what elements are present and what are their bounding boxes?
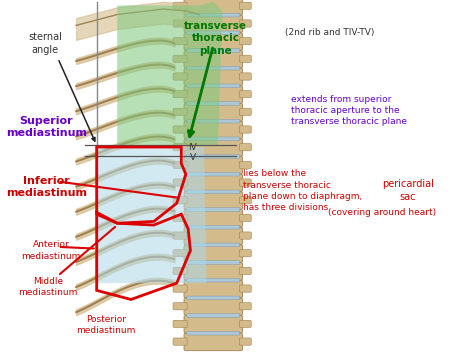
FancyBboxPatch shape [187,137,240,140]
FancyBboxPatch shape [187,190,240,194]
FancyBboxPatch shape [184,156,243,174]
FancyBboxPatch shape [239,2,251,9]
FancyBboxPatch shape [184,139,243,156]
FancyBboxPatch shape [239,55,251,62]
FancyBboxPatch shape [187,31,240,34]
FancyBboxPatch shape [184,262,243,280]
FancyBboxPatch shape [173,2,187,9]
FancyBboxPatch shape [184,209,243,227]
FancyBboxPatch shape [187,331,240,335]
FancyBboxPatch shape [239,267,251,274]
FancyBboxPatch shape [239,179,251,186]
FancyBboxPatch shape [239,303,251,310]
FancyBboxPatch shape [239,37,251,45]
FancyBboxPatch shape [173,73,187,80]
FancyBboxPatch shape [184,298,243,315]
FancyBboxPatch shape [173,37,187,45]
FancyBboxPatch shape [173,90,187,98]
FancyBboxPatch shape [173,143,187,151]
Text: Anterior
mediastinum: Anterior mediastinum [21,240,81,261]
FancyBboxPatch shape [173,250,187,257]
FancyBboxPatch shape [173,20,187,27]
FancyBboxPatch shape [173,197,187,204]
FancyBboxPatch shape [239,126,251,133]
FancyBboxPatch shape [173,232,187,239]
FancyBboxPatch shape [173,303,187,310]
Text: transverse
thoracic
plane: transverse thoracic plane [184,21,247,56]
FancyBboxPatch shape [173,285,187,292]
Text: Superior
mediastinum: Superior mediastinum [6,116,87,138]
FancyBboxPatch shape [239,73,251,80]
FancyBboxPatch shape [184,33,243,50]
FancyBboxPatch shape [184,333,243,351]
FancyBboxPatch shape [239,250,251,257]
FancyBboxPatch shape [184,280,243,298]
FancyBboxPatch shape [173,214,187,221]
FancyBboxPatch shape [187,261,240,264]
Polygon shape [97,147,207,283]
FancyBboxPatch shape [184,245,243,262]
Text: lies below the
transverse thoracic
plane down to diaphragm,
has three divisions: lies below the transverse thoracic plane… [243,170,362,212]
FancyBboxPatch shape [173,108,187,115]
FancyBboxPatch shape [187,208,240,211]
FancyBboxPatch shape [184,174,243,192]
FancyBboxPatch shape [187,155,240,158]
FancyBboxPatch shape [239,214,251,221]
Text: IV: IV [188,143,197,151]
FancyBboxPatch shape [239,232,251,239]
FancyBboxPatch shape [239,338,251,345]
FancyBboxPatch shape [239,320,251,327]
FancyBboxPatch shape [184,50,243,68]
Text: (covering around heart): (covering around heart) [328,208,437,217]
FancyBboxPatch shape [187,296,240,300]
FancyBboxPatch shape [173,161,187,168]
Text: Posterior
mediastinum: Posterior mediastinum [76,315,136,335]
Text: extends from superior
thoracic aperture to the
transverse thoracic plane: extends from superior thoracic aperture … [291,95,407,126]
FancyBboxPatch shape [173,338,187,345]
FancyBboxPatch shape [239,285,251,292]
Text: pericardial
sac: pericardial sac [382,179,434,202]
FancyBboxPatch shape [184,121,243,139]
Text: Middle
mediastinum: Middle mediastinum [18,277,77,297]
FancyBboxPatch shape [173,267,187,274]
Text: Inferior
mediastinum: Inferior mediastinum [6,176,87,198]
FancyBboxPatch shape [184,0,243,15]
FancyBboxPatch shape [184,68,243,86]
Polygon shape [117,2,222,145]
FancyBboxPatch shape [187,278,240,282]
FancyBboxPatch shape [239,20,251,27]
FancyBboxPatch shape [187,172,240,176]
FancyBboxPatch shape [239,90,251,98]
FancyBboxPatch shape [187,49,240,52]
FancyBboxPatch shape [184,15,243,33]
FancyBboxPatch shape [187,13,240,17]
Text: sternal
angle: sternal angle [28,32,62,55]
FancyBboxPatch shape [173,55,187,62]
FancyBboxPatch shape [173,320,187,327]
FancyBboxPatch shape [187,119,240,123]
FancyBboxPatch shape [187,243,240,247]
FancyBboxPatch shape [187,102,240,105]
FancyBboxPatch shape [187,84,240,87]
Text: (2nd rib and TIV-TV): (2nd rib and TIV-TV) [285,28,374,37]
Text: V: V [190,154,196,162]
FancyBboxPatch shape [239,161,251,168]
FancyBboxPatch shape [173,179,187,186]
FancyBboxPatch shape [239,197,251,204]
FancyBboxPatch shape [187,225,240,229]
FancyBboxPatch shape [184,103,243,121]
FancyBboxPatch shape [187,314,240,317]
FancyBboxPatch shape [187,66,240,70]
FancyBboxPatch shape [184,86,243,103]
FancyBboxPatch shape [184,315,243,333]
FancyBboxPatch shape [173,126,187,133]
FancyBboxPatch shape [239,143,251,151]
FancyBboxPatch shape [239,108,251,115]
FancyBboxPatch shape [184,192,243,209]
FancyBboxPatch shape [184,227,243,245]
